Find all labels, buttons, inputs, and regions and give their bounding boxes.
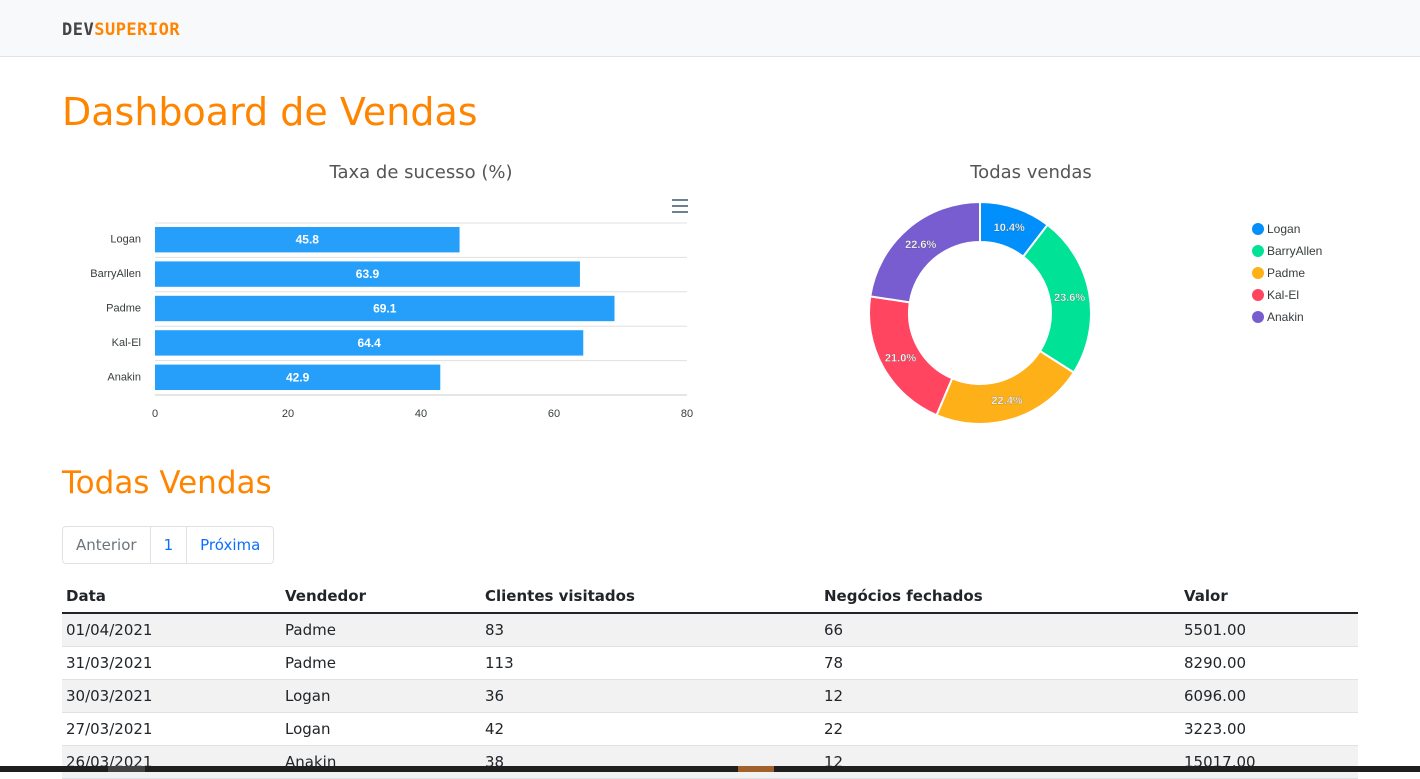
table-cell: 12 <box>820 745 1180 779</box>
prev-page-button[interactable]: Anterior <box>63 527 151 563</box>
col-header-data[interactable]: Data <box>62 580 281 614</box>
table-cell: Logan <box>281 712 481 746</box>
hamburger-menu-icon[interactable] <box>672 199 688 213</box>
y-tick-label: Kal-El <box>112 337 141 349</box>
taskbar-item[interactable] <box>108 766 145 772</box>
bar <box>155 261 580 287</box>
table-cell: Anakin <box>281 745 481 779</box>
taskbar <box>0 766 1420 772</box>
pagination: Anterior 1 Próxima <box>62 526 275 564</box>
brand-part2: SUPERIOR <box>94 20 181 40</box>
y-tick-label: Anakin <box>107 371 141 383</box>
legend-marker <box>1252 223 1264 235</box>
navbar: DEVSUPERIOR <box>0 0 1420 57</box>
bar <box>155 330 584 356</box>
taskbar-item[interactable] <box>738 766 774 772</box>
donut-data-label: 23.6% <box>1054 292 1085 304</box>
donut-slice <box>935 349 1076 425</box>
brand-logo[interactable]: DEVSUPERIOR <box>62 20 180 40</box>
table-cell: 3223.00 <box>1180 712 1358 746</box>
donut-data-label: 22.6% <box>905 239 936 251</box>
bar-data-label: 63.9 <box>356 267 380 281</box>
menu-line <box>672 205 688 207</box>
table-cell: 27/03/2021 <box>62 712 281 746</box>
table-cell: 5501.00 <box>1180 613 1358 647</box>
page-1-button[interactable]: 1 <box>151 527 188 563</box>
table-cell: 36 <box>481 679 820 713</box>
col-header-clientes[interactable]: Clientes visitados <box>481 580 820 614</box>
legend-label: Logan <box>1267 222 1300 236</box>
table-row: 01/04/2021 Padme 83 66 5501.00 <box>62 613 1358 647</box>
table-cell: 38 <box>481 745 820 779</box>
table-cell: 113 <box>481 646 820 680</box>
table-row: 30/03/2021 Logan 36 12 6096.00 <box>62 679 1358 713</box>
donut-data-label: 22.4% <box>991 395 1022 407</box>
table-cell: 42 <box>481 712 820 746</box>
donut-slice <box>869 200 981 304</box>
x-tick-label: 40 <box>415 408 427 420</box>
legend-label: Anakin <box>1267 310 1304 324</box>
legend-marker <box>1252 311 1264 323</box>
table-cell: 8290.00 <box>1180 646 1358 680</box>
donut-data-label: 21.0% <box>885 352 916 364</box>
x-tick-label: 0 <box>152 408 158 420</box>
page-title: Dashboard de Vendas <box>62 90 478 134</box>
bar-chart-title: Taxa de sucesso (%) <box>329 162 513 183</box>
col-header-vendedor[interactable]: Vendedor <box>281 580 481 614</box>
table-cell: 78 <box>820 646 1180 680</box>
bar <box>155 364 441 390</box>
bar-chart: 45.8 Logan 63.9 BarryAllen 69.1 Padme 64.4 Kal-… <box>90 199 693 420</box>
bar-data-label: 64.4 <box>357 336 381 350</box>
brand-part1: DEV <box>62 20 95 40</box>
table-row: 26/03/2021 Anakin 38 12 15017.00 <box>62 745 1358 779</box>
bar-data-label: 45.8 <box>296 233 320 247</box>
table-cell: 26/03/2021 <box>62 745 281 779</box>
legend-label: BarryAllen <box>1267 244 1322 258</box>
next-page-button[interactable]: Próxima <box>200 536 261 554</box>
table-cell: 31/03/2021 <box>62 646 281 680</box>
bar-data-label: 42.9 <box>286 370 310 384</box>
menu-line <box>672 199 688 201</box>
sales-table: Data Vendedor Clientes visitados Negócio… <box>62 580 1358 779</box>
table-row: 27/03/2021 Logan 42 22 3223.00 <box>62 712 1358 746</box>
legend-label: Kal-El <box>1267 288 1299 302</box>
table-cell: Logan <box>281 679 481 713</box>
y-tick-label: Padme <box>106 303 141 315</box>
table-cell: 30/03/2021 <box>62 679 281 713</box>
x-tick-label: 60 <box>548 408 560 420</box>
bar <box>155 295 615 322</box>
table-cell: 22 <box>820 712 1180 746</box>
legend-marker <box>1252 267 1264 279</box>
y-tick-label: Logan <box>110 234 141 246</box>
table-cell: Padme <box>281 646 481 680</box>
y-tick-label: BarryAllen <box>90 268 141 280</box>
legend-marker <box>1252 289 1264 301</box>
legend-marker <box>1252 245 1264 257</box>
x-tick-label: 20 <box>282 408 294 420</box>
table-cell: 15017.00 <box>1180 745 1358 779</box>
donut-data-label: 10.4% <box>994 222 1025 234</box>
legend-label: Padme <box>1267 266 1305 280</box>
bar-data-label: 69.1 <box>373 302 397 316</box>
col-header-valor[interactable]: Valor <box>1180 580 1358 614</box>
table-cell: 6096.00 <box>1180 679 1358 713</box>
col-header-negocios[interactable]: Negócios fechados <box>820 580 1180 614</box>
table-row: 31/03/2021 Padme 113 78 8290.00 <box>62 646 1358 680</box>
table-cell: 66 <box>820 613 1180 647</box>
x-tick-label: 80 <box>681 408 693 420</box>
table-cell: 83 <box>481 613 820 647</box>
donut-chart-title: Todas vendas <box>970 162 1092 183</box>
section-title: Todas Vendas <box>62 465 272 501</box>
table-cell: 01/04/2021 <box>62 613 281 647</box>
donut-chart: 10.4% 23.6% 22.4% 21.0% 22.6% Logan BarryAllen… <box>868 200 1322 425</box>
table-cell: 12 <box>820 679 1180 713</box>
menu-line <box>672 211 688 213</box>
bar <box>155 227 460 253</box>
table-cell: Padme <box>281 613 481 647</box>
